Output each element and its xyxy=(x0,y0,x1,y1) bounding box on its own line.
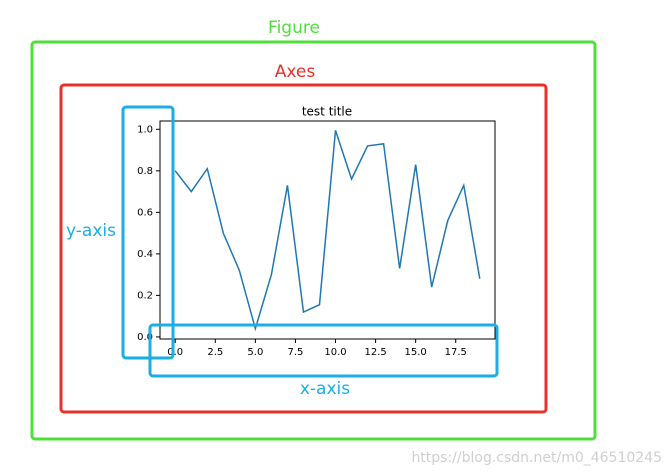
x-tick-label: 7.5 xyxy=(287,347,303,358)
plot: 0.0 2.5 5.0 7.5 10.0 12.5 15.0 17.5 0.0 0.2 0.4 0.6… xyxy=(137,124,481,358)
x-tick-label: 5.0 xyxy=(247,347,263,358)
watermark: https://blog.csdn.net/m0_46510245 xyxy=(411,450,662,466)
y-axis-box xyxy=(121,105,175,360)
figure-box xyxy=(30,40,597,441)
data-line xyxy=(174,130,481,332)
axes-label: Axes xyxy=(275,62,316,82)
axes-frame xyxy=(159,120,496,340)
y-tick-label: 0.4 xyxy=(137,249,153,260)
x-tick-label: 17.5 xyxy=(445,347,467,358)
x-tick-label: 0.0 xyxy=(167,347,183,358)
y-tick-label: 0.0 xyxy=(137,332,153,343)
x-axis-label: x-axis xyxy=(300,379,350,399)
y-tick-label: 0.8 xyxy=(137,166,153,177)
axes-box xyxy=(59,83,548,414)
y-tick-label: 0.6 xyxy=(137,207,153,218)
x-tick-label: 2.5 xyxy=(207,347,223,358)
chart-title: test title xyxy=(302,105,352,119)
y-tick-label: 0.2 xyxy=(137,290,153,301)
x-tick-label: 12.5 xyxy=(364,347,386,358)
y-tick-label: 1.0 xyxy=(137,124,153,135)
x-tick-label: 15.0 xyxy=(405,347,427,358)
y-axis-label: y-axis xyxy=(66,221,116,241)
figure-label: Figure xyxy=(268,18,320,38)
x-tick-label: 10.0 xyxy=(324,347,346,358)
x-axis-box xyxy=(148,323,499,378)
